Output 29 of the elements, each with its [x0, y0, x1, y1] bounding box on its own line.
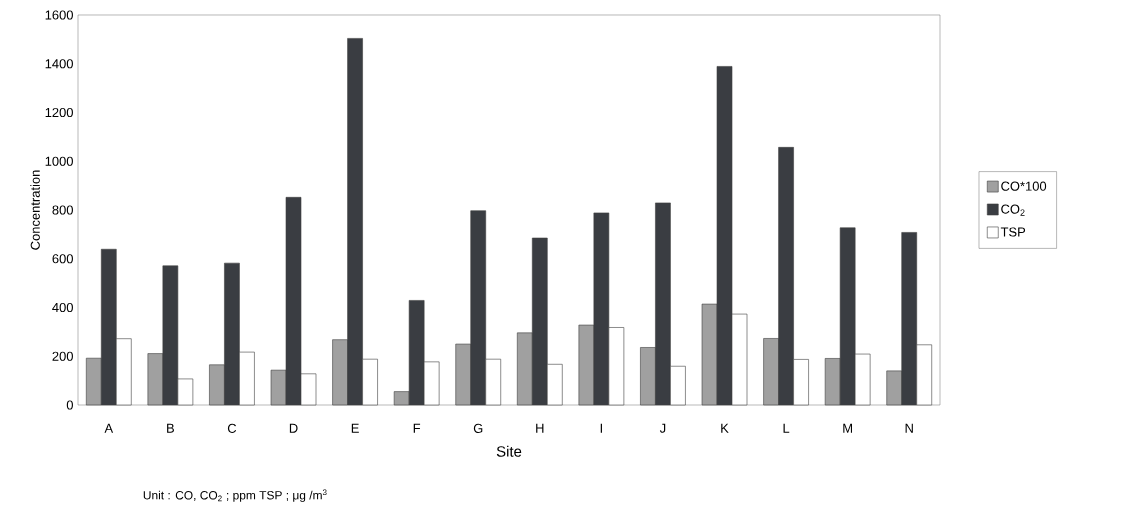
x-tick-label: C [227, 423, 237, 433]
x-tick-label: G [473, 423, 483, 433]
x-tick-label: N [905, 423, 913, 433]
x-tick-label: L [783, 423, 790, 433]
y-tick-label: 200 [52, 351, 73, 361]
legend-label: TSP [1000, 227, 1026, 237]
y-tick-label: 0 [66, 400, 73, 410]
x-tick-label: M [843, 423, 852, 433]
y-axis-title: Concentration [30, 170, 40, 250]
y-tick-label: 1000 [45, 156, 73, 166]
y-tick-label: 400 [52, 302, 73, 313]
y-tick-label: 1400 [45, 59, 73, 69]
y-tick-label: 800 [52, 205, 73, 215]
text: Unit : CO, CO$_{2}$ ; ppm TSP ; μg /m$^{3}$ [143, 489, 327, 502]
x-tick-label: B [167, 423, 174, 433]
legend-label: CO$_{2}$ [1001, 204, 1025, 216]
x-tick-label: I [600, 423, 602, 433]
y-tick-label: 1600 [45, 10, 73, 20]
x-axis-title: Site [496, 445, 522, 457]
legend-label: CO*100 [1001, 181, 1047, 191]
y-tick-label: 1200 [45, 107, 73, 118]
x-tick-label: F [413, 423, 421, 433]
y-tick-label: 600 [52, 254, 73, 264]
x-tick-label: H [536, 423, 544, 433]
x-tick-label: A [104, 423, 114, 433]
x-tick-label: E [351, 423, 359, 433]
x-tick-label: K [721, 423, 729, 433]
x-tick-label: J [659, 423, 666, 433]
x-tick-label: D [289, 423, 298, 433]
